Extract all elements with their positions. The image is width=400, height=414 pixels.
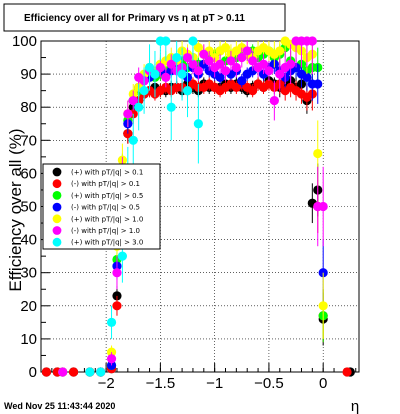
data-point [182, 86, 193, 96]
data-point [182, 52, 193, 63]
x-axis-label: η [351, 398, 359, 414]
y-tick-label: 50 [20, 199, 37, 216]
data-point [188, 36, 198, 46]
y-tick-label: 20 [20, 298, 37, 315]
data-point [307, 36, 317, 46]
data-point [106, 317, 117, 327]
data-point [128, 135, 138, 145]
data-point [155, 62, 165, 73]
data-point [199, 49, 209, 59]
chart-title: Efficiency over all for Primary vs η at … [24, 13, 245, 24]
data-point [313, 148, 323, 159]
data-point [220, 43, 231, 53]
footer-timestamp: Wed Nov 25 11:43:44 2020 [4, 401, 115, 411]
y-axis-label: Efficiency over all (%) [6, 128, 25, 291]
data-point [275, 46, 285, 56]
y-tick-label: 40 [20, 232, 37, 249]
data-point [166, 59, 176, 69]
data-point [193, 119, 203, 129]
x-tick-label: 0 [319, 375, 327, 392]
x-tick-label: −0.5 [254, 375, 284, 392]
data-point [166, 102, 176, 112]
legend-frame [42, 163, 161, 250]
data-point [193, 66, 203, 76]
title-box: Efficiency over all for Primary vs η at … [3, 3, 286, 32]
legend-marker [52, 226, 62, 235]
y-tick-label: 10 [20, 331, 37, 348]
data-point [112, 301, 122, 311]
x-tick-label: −1 [206, 375, 223, 392]
data-point [226, 56, 236, 66]
data-point [112, 268, 122, 278]
legend: (+) with pT/|q| > 0.1 (-) with pT/|q| > 0… [42, 163, 161, 250]
data-point [248, 86, 258, 96]
data-point [318, 301, 328, 311]
y-tick-label: 100 [12, 33, 37, 50]
data-point [85, 367, 95, 377]
y-tick-label: 70 [20, 132, 37, 149]
data-point [269, 95, 279, 106]
data-point [150, 69, 160, 79]
data-point [144, 62, 155, 73]
data-point [220, 66, 231, 76]
axis-ticks: 0 10 20 30 40 50 60 70 80 90 100 −2 −1.5 −1 −0.5 0 [12, 33, 357, 392]
legend-marker [52, 214, 62, 224]
data-point [275, 69, 285, 79]
legend-label: (+) with pT/|q| > 1.0 [71, 215, 143, 223]
y-tick-label: 30 [20, 265, 37, 282]
x-tick-label: −1.5 [146, 375, 176, 392]
data-point [177, 69, 187, 79]
data-point [193, 43, 203, 53]
legend-marker [52, 179, 62, 189]
data-point [237, 52, 247, 63]
data-point [139, 86, 149, 96]
data-point [68, 367, 79, 377]
data-point [123, 109, 133, 119]
legend-label: (+) with pT/|q| > 0.1 [71, 169, 143, 177]
legend-marker [52, 167, 62, 177]
y-tick-label: 80 [20, 99, 37, 116]
data-point [204, 56, 214, 66]
data-point [215, 72, 225, 83]
data-point [58, 367, 68, 377]
legend-marker [52, 237, 62, 247]
data-point [231, 62, 241, 73]
data-point [302, 72, 312, 83]
legend-label: (+) with pT/|q| > 3.0 [71, 239, 143, 247]
data-point [161, 72, 171, 83]
legend-label: (-) with pT/|q| > 0.1 [71, 180, 140, 188]
data-point [172, 52, 182, 63]
data-point [215, 59, 225, 69]
legend-label: (-) with pT/|q| > 1.0 [71, 227, 140, 235]
data-point [313, 79, 323, 89]
legend-label: (+) with pT/|q| > 0.5 [71, 192, 143, 200]
y-tick-label: 0 [29, 364, 37, 381]
data-point [248, 56, 258, 66]
data-point [264, 66, 274, 76]
title-frame [3, 3, 286, 32]
x-tick-label: −2 [98, 375, 115, 392]
data-point [106, 354, 117, 364]
data-point [237, 76, 247, 86]
y-tick-label: 90 [20, 66, 37, 83]
data-point [117, 251, 127, 261]
data-point [258, 59, 269, 69]
data-point [318, 201, 328, 212]
legend-marker [52, 191, 62, 200]
data-point [242, 46, 252, 56]
data-point [342, 367, 352, 377]
data-point [41, 367, 52, 377]
data-point [134, 102, 144, 112]
series-7 [85, 36, 203, 377]
data-points [41, 36, 355, 377]
data-point [161, 36, 171, 46]
legend-marker [52, 202, 62, 212]
y-tick-label: 60 [20, 165, 37, 182]
legend-label: (-) with pT/|q| > 0.5 [71, 204, 140, 212]
data-point [128, 95, 138, 106]
data-point [188, 59, 198, 69]
data-point [96, 367, 106, 377]
data-point [286, 59, 296, 69]
